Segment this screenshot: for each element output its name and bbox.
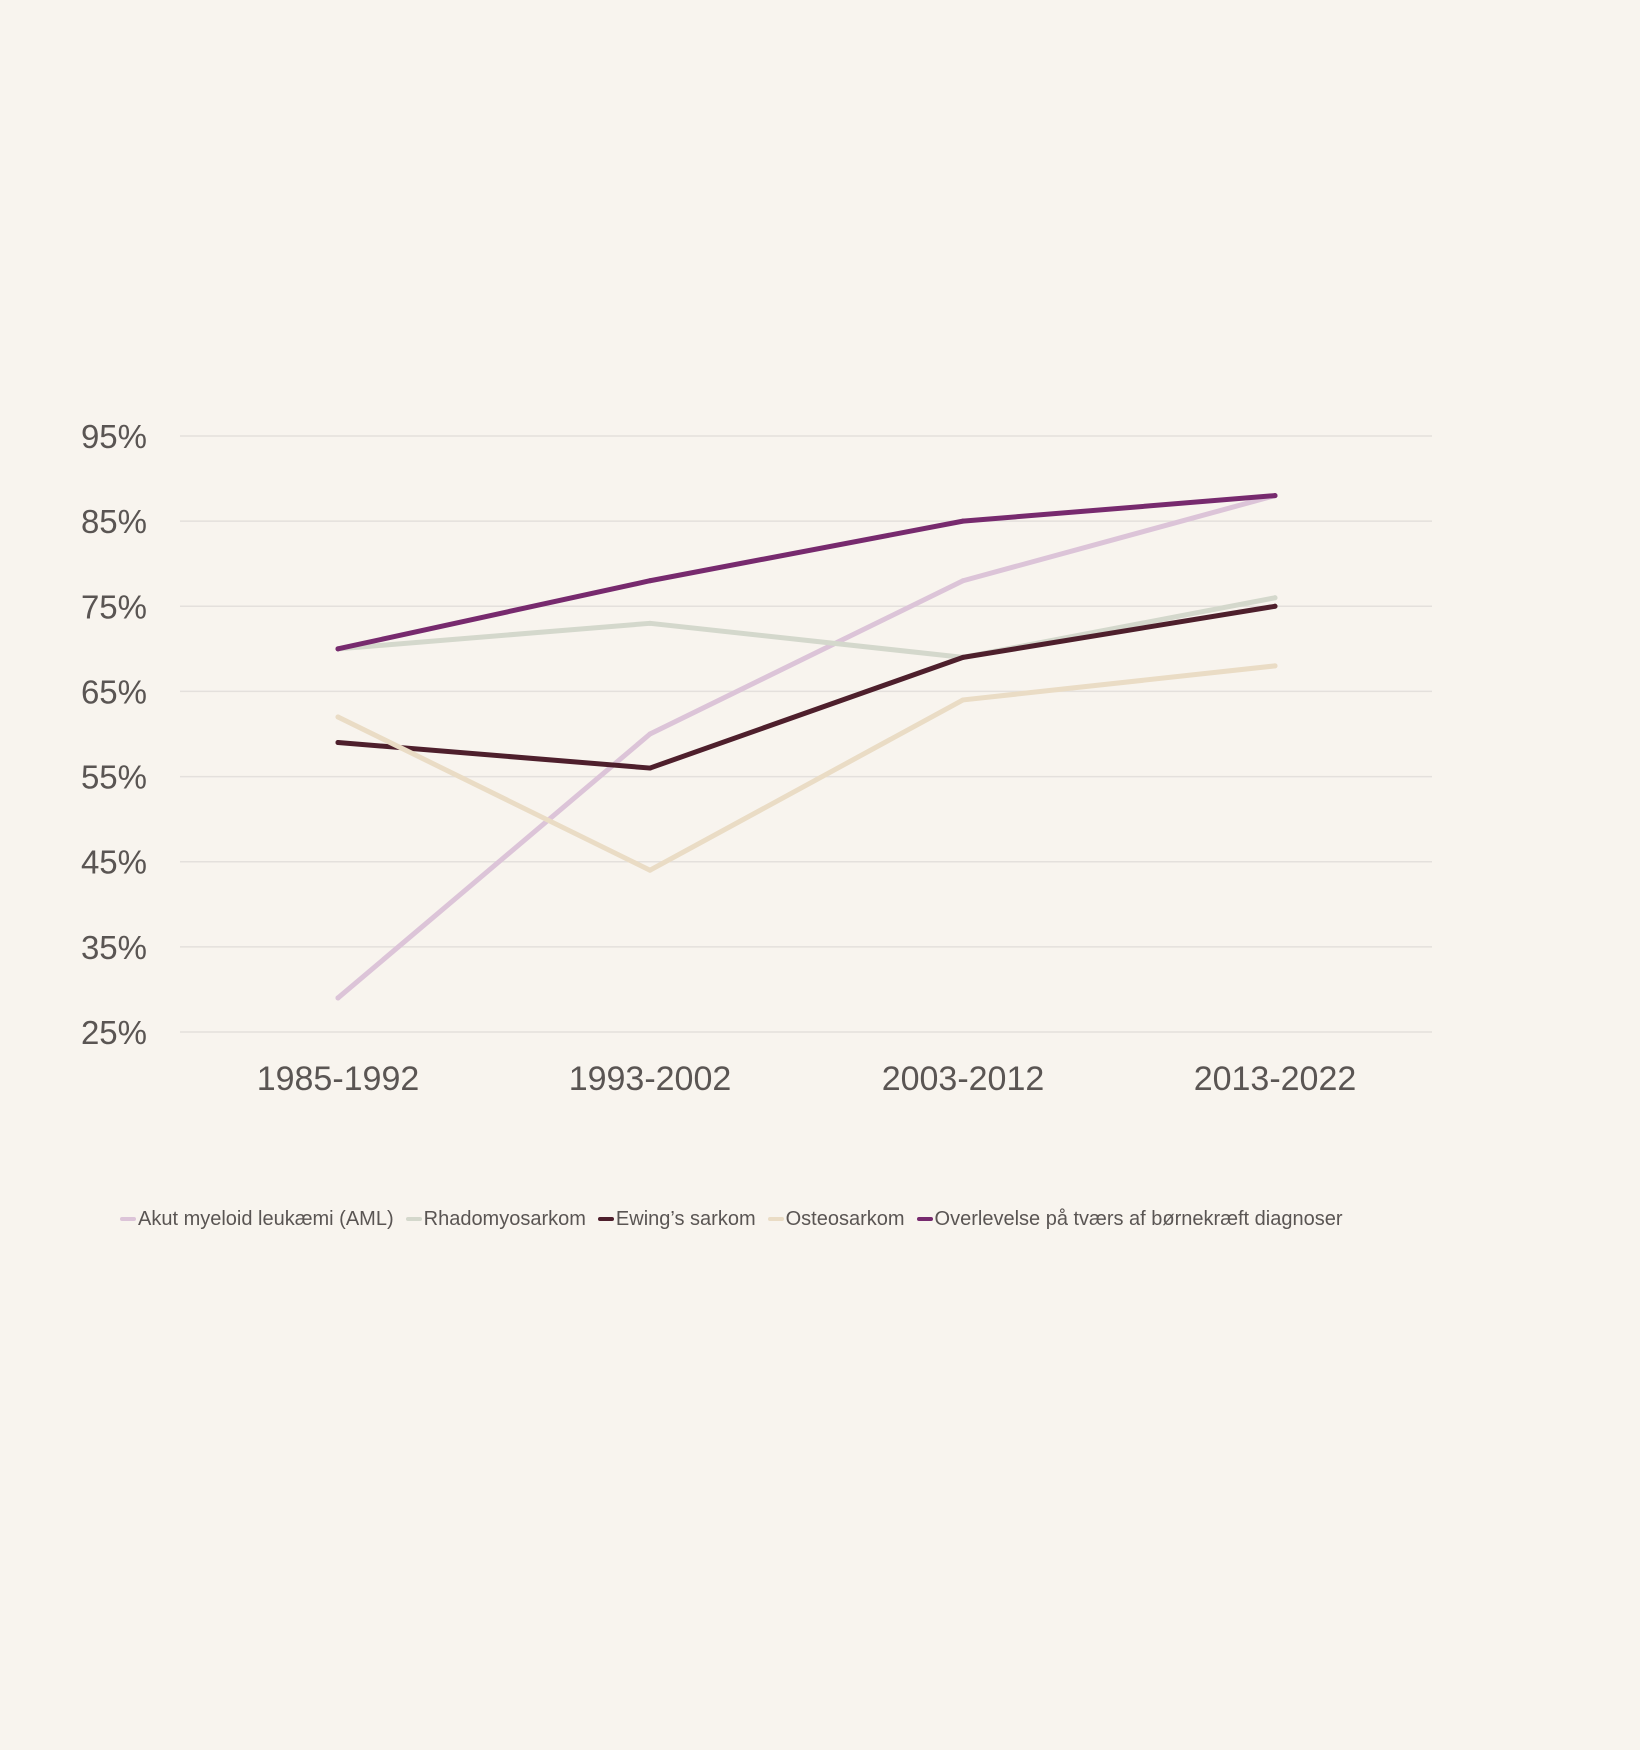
legend-label: Akut myeloid leukæmi (AML) (138, 1207, 394, 1230)
series-line-0 (335, 493, 1278, 1001)
data-point (335, 740, 341, 746)
data-point (1272, 595, 1278, 601)
x-tick-label: 1985-1992 (257, 1060, 420, 1098)
data-point (647, 578, 653, 584)
x-tick-label: 2013-2022 (1194, 1060, 1357, 1098)
legend-label: Ewing’s sarkom (615, 1207, 756, 1230)
data-point (960, 697, 966, 703)
y-tick-label: 25% (81, 1014, 147, 1051)
y-tick-label: 35% (81, 929, 147, 966)
legend-item[interactable]: Osteosarkom (767, 1207, 905, 1231)
legend-item[interactable]: Ewing’s sarkom (597, 1207, 756, 1231)
data-point (647, 731, 653, 737)
data-point (647, 620, 653, 626)
y-tick-label: 55% (81, 759, 147, 796)
legend-swatch (597, 1217, 614, 1221)
legend-label: Rhadomyosarkom (423, 1207, 586, 1230)
x-tick-label: 1993-2002 (569, 1060, 732, 1098)
series-line-1 (335, 595, 1278, 660)
y-tick-label: 45% (81, 844, 147, 881)
legend-label: Overlevelse på tværs af børnekræft diagn… (934, 1207, 1343, 1230)
gridlines (180, 435, 1432, 1033)
legend-swatch (120, 1217, 136, 1221)
data-point (647, 765, 653, 771)
data-point (647, 867, 653, 873)
legend-item[interactable]: Rhadomyosarkom (405, 1207, 586, 1231)
x-axis-ticks: 1985-1992 1993-2002 2003-2012 2013-2022 (257, 1060, 1357, 1098)
legend-swatch (916, 1217, 933, 1221)
series-lines (335, 493, 1278, 1001)
data-point (960, 578, 966, 584)
legend-item[interactable]: Akut myeloid leukæmi (AML) (120, 1208, 394, 1231)
data-point (960, 518, 966, 524)
legend-label: Osteosarkom (785, 1207, 905, 1230)
y-tick-label: 95% (81, 418, 147, 455)
data-point (335, 995, 341, 1001)
series-line-4 (335, 493, 1278, 652)
data-point (960, 654, 966, 660)
legend-swatch (405, 1217, 422, 1221)
y-tick-label: 85% (81, 503, 147, 540)
data-point (335, 714, 341, 720)
legend: Akut myeloid leukæmi (AML) Rhadomyosarkom… (120, 1204, 1355, 1234)
series-line-2 (335, 603, 1278, 771)
data-point (1272, 663, 1278, 669)
data-point (1272, 493, 1278, 499)
series-line-3 (335, 663, 1278, 873)
y-axis-ticks: 25% 35% 45% 55% 65% 75% 85% 95% (81, 418, 147, 1051)
data-point (1272, 603, 1278, 609)
data-point (335, 646, 341, 652)
x-tick-label: 2003-2012 (882, 1060, 1045, 1098)
y-tick-label: 65% (81, 673, 147, 710)
legend-swatch (767, 1217, 784, 1221)
y-tick-label: 75% (81, 588, 147, 625)
legend-item[interactable]: Overlevelse på tværs af børnekræft diagn… (916, 1207, 1343, 1231)
